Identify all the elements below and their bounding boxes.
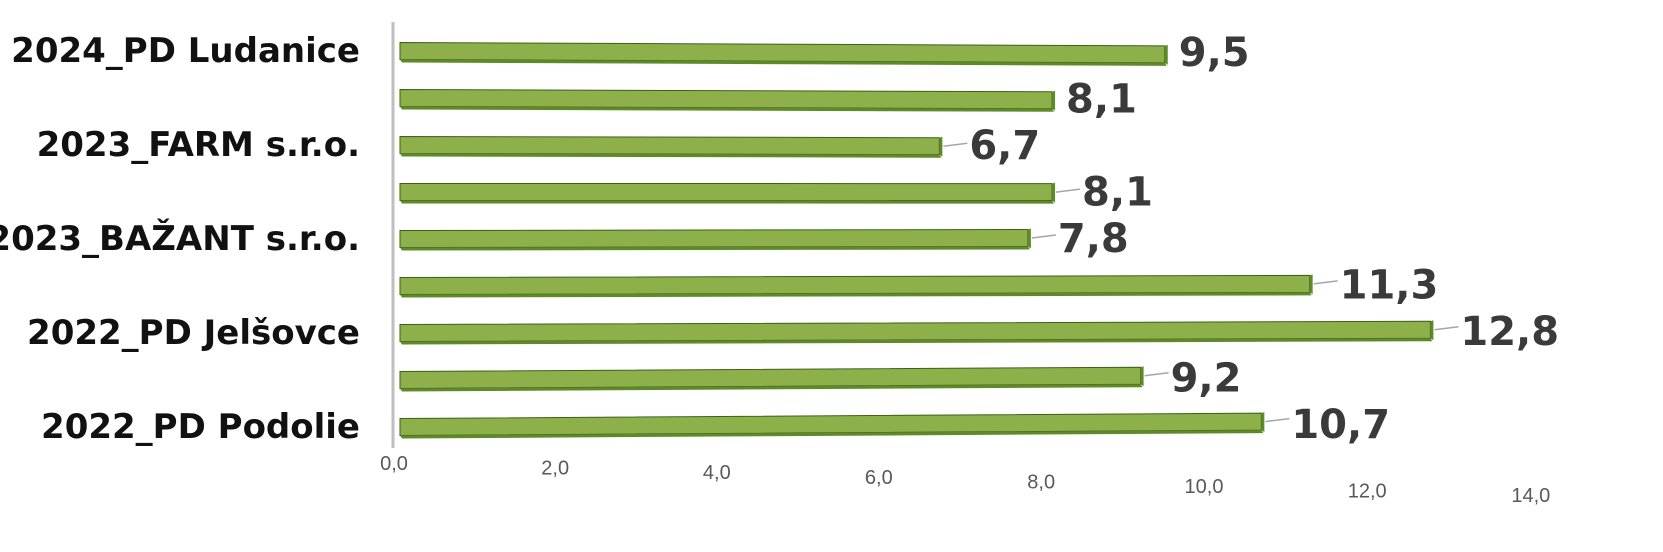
leader-line-7 xyxy=(1144,371,1169,377)
bar-shade-6 xyxy=(400,338,1433,345)
leader-line-8 xyxy=(1265,417,1290,423)
bar-cap-3 xyxy=(1052,182,1056,203)
x-tick-label-2: 4,0 xyxy=(703,462,731,484)
bar-1 xyxy=(399,88,1053,110)
bar-shade-5 xyxy=(400,292,1312,298)
leader-line-4 xyxy=(1031,234,1056,239)
bar-cap-8 xyxy=(1261,412,1265,433)
category-label-3: 2022_PD Jelšovce xyxy=(27,313,360,353)
bar-3 xyxy=(399,182,1053,202)
bar-5 xyxy=(399,274,1311,296)
bar-shade-8 xyxy=(400,430,1264,439)
data-label-8: 10,7 xyxy=(1291,402,1390,448)
bar-cap-1 xyxy=(1052,90,1056,111)
bar-cap-7 xyxy=(1140,366,1144,387)
bar-0 xyxy=(399,41,1166,64)
x-tick-label-3: 6,0 xyxy=(865,467,893,489)
bar-cap-6 xyxy=(1430,320,1434,341)
x-tick-label-4: 8,0 xyxy=(1027,471,1055,493)
bar-2 xyxy=(399,135,940,156)
data-label-4: 7,8 xyxy=(1058,216,1129,262)
data-label-3: 8,1 xyxy=(1082,170,1153,216)
bar-4 xyxy=(399,228,1029,249)
leader-line-5 xyxy=(1313,280,1338,285)
bar-cap-2 xyxy=(939,136,943,157)
x-tick-label-5: 10,0 xyxy=(1185,476,1224,498)
bar-shade-0 xyxy=(400,59,1167,66)
bar-shade-7 xyxy=(400,384,1143,392)
x-tick-label-1: 2,0 xyxy=(541,458,569,480)
bar-cap-0 xyxy=(1164,44,1168,65)
leader-line-6 xyxy=(1434,326,1459,331)
data-label-1: 8,1 xyxy=(1066,77,1137,123)
category-label-1: 2023_FARM s.r.o. xyxy=(37,125,360,165)
category-label-4: 2022_PD Podolie xyxy=(41,407,360,447)
x-tick-label-7: 14,0 xyxy=(1511,485,1550,507)
bar-cap-4 xyxy=(1027,228,1031,249)
x-tick-label-0: 0,0 xyxy=(380,453,408,475)
bar-6 xyxy=(399,320,1431,343)
bar-shade-4 xyxy=(400,246,1030,251)
leader-line-2 xyxy=(943,142,968,147)
bar-shade-3 xyxy=(400,200,1055,204)
leader-line-3 xyxy=(1055,188,1081,193)
bars-group xyxy=(399,41,1434,439)
bar-shade-1 xyxy=(400,106,1055,112)
data-label-7: 9,2 xyxy=(1171,355,1242,401)
category-label-2: 2023_BAŽANT s.r.o. xyxy=(0,218,360,259)
x-tick-label-6: 12,0 xyxy=(1348,481,1387,503)
bar-cap-5 xyxy=(1309,274,1313,295)
data-label-2: 6,7 xyxy=(969,123,1040,169)
data-label-0: 9,5 xyxy=(1179,30,1250,76)
data-label-6: 12,8 xyxy=(1460,309,1559,355)
category-label-0: 2024_PD Ludanice xyxy=(11,31,360,71)
bar-shade-2 xyxy=(400,153,942,158)
x-axis-ticks: 0,0 2,0 4,0 6,0 8,0 10,0 12,0 14,0 xyxy=(380,453,1550,507)
data-label-5: 11,3 xyxy=(1340,262,1439,308)
